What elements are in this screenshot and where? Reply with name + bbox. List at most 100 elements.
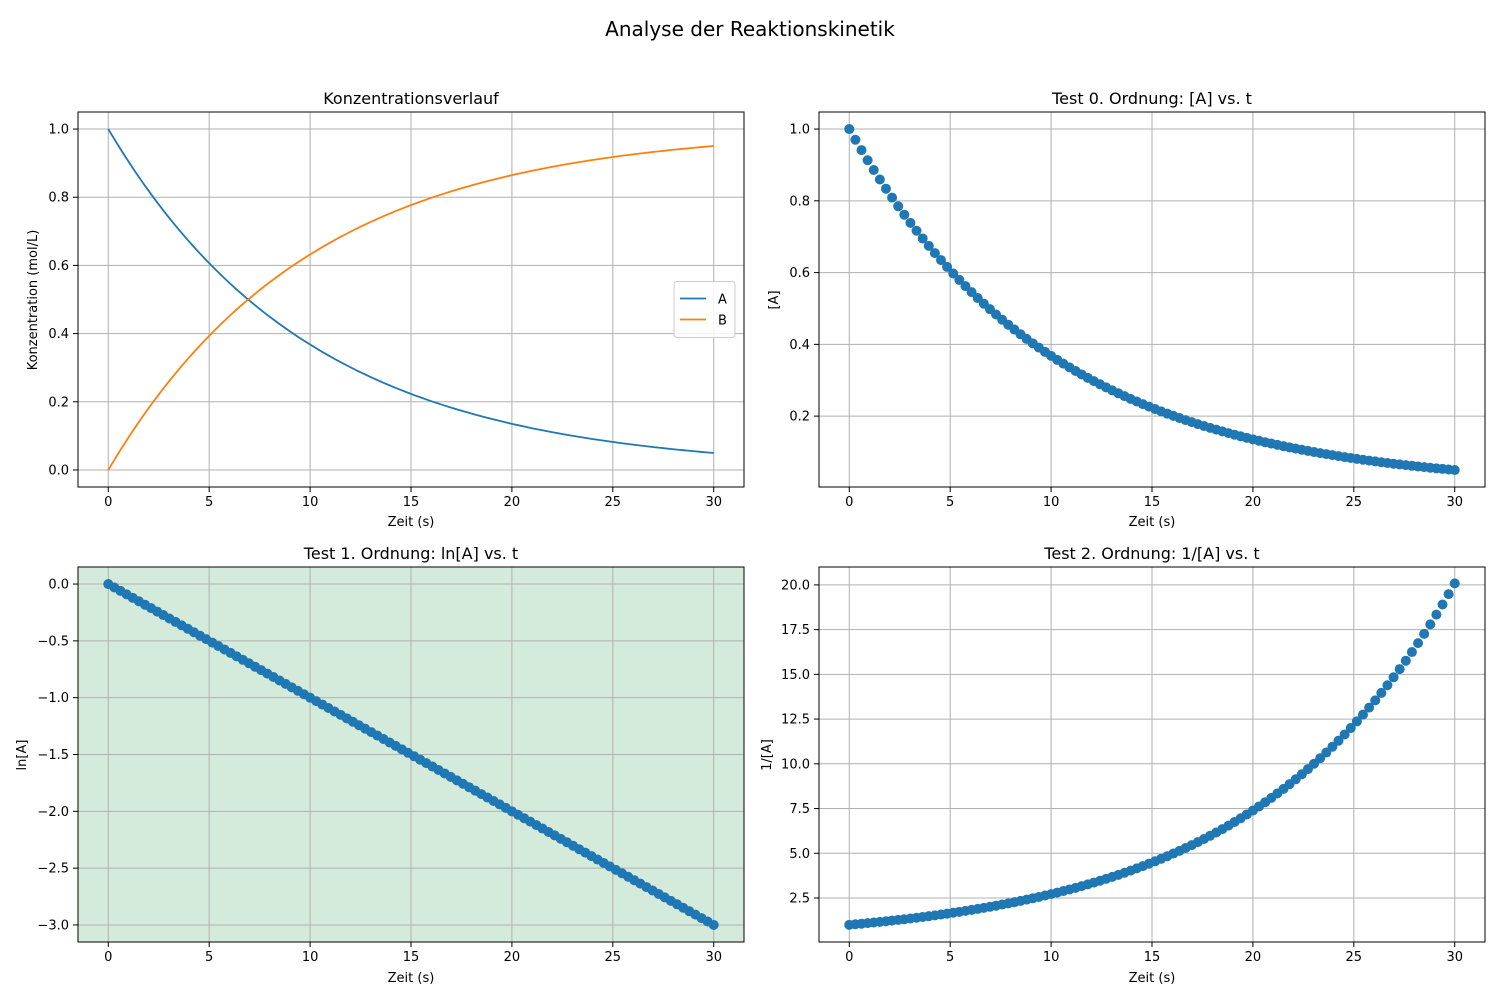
y-tick-label: 0.2 xyxy=(48,395,69,410)
x-tick-label: 15 xyxy=(403,495,420,510)
data-point xyxy=(850,134,861,145)
data-point xyxy=(1364,702,1375,713)
x-tick-label: 30 xyxy=(1446,950,1463,965)
chart-title: Test 1. Ordnung: ln[A] vs. t xyxy=(303,544,518,563)
y-tick-label: 0.4 xyxy=(789,338,810,353)
data-point xyxy=(1339,729,1350,740)
y-tick-label: 0.6 xyxy=(789,266,810,281)
x-tick-label: 20 xyxy=(1245,495,1262,510)
data-point xyxy=(954,274,965,285)
legend-label: A xyxy=(718,293,727,308)
y-tick-label: −0.5 xyxy=(37,634,69,649)
y-tick-label: 17.5 xyxy=(781,623,810,638)
data-point xyxy=(1449,578,1460,589)
x-tick-label: 15 xyxy=(1144,495,1161,510)
data-point xyxy=(1351,716,1362,727)
chart-title: Test 2. Ordnung: 1/[A] vs. t xyxy=(1043,544,1259,563)
y-tick-label: −2.5 xyxy=(37,862,69,877)
data-point xyxy=(942,261,953,272)
y-tick-label: 0.2 xyxy=(789,410,810,425)
data-point xyxy=(1419,628,1430,639)
x-axis-label: Zeit (s) xyxy=(1129,971,1176,986)
y-tick-label: 0.8 xyxy=(789,194,810,209)
x-tick-label: 5 xyxy=(205,495,213,510)
y-tick-label: 12.5 xyxy=(781,713,810,728)
y-axis-label: ln[A] xyxy=(15,740,30,771)
x-tick-label: 5 xyxy=(205,950,213,965)
y-tick-label: 2.5 xyxy=(789,891,810,906)
x-tick-label: 25 xyxy=(1346,495,1363,510)
x-axis-label: Zeit (s) xyxy=(388,971,435,986)
y-tick-label: −3.0 xyxy=(37,918,69,933)
data-point xyxy=(1394,664,1405,675)
x-tick-label: 5 xyxy=(946,495,954,510)
y-tick-label: 5.0 xyxy=(789,847,810,862)
data-point xyxy=(1413,638,1424,649)
panel-ordnung0: 0 5 10 15 20 25 30 0.2 0.4 0.6 0.8 1.0 Test 0. Ordn… xyxy=(767,89,1486,530)
y-tick-label: 1.0 xyxy=(48,123,69,138)
x-tick-label: 10 xyxy=(1043,950,1060,965)
x-tick-label: 5 xyxy=(946,950,954,965)
data-point xyxy=(948,268,959,279)
data-point xyxy=(1376,687,1387,698)
y-tick-label: 0.8 xyxy=(48,191,69,206)
data-point xyxy=(923,240,934,251)
x-tick-label: 0 xyxy=(845,950,853,965)
y-tick-label: 0.0 xyxy=(48,578,69,593)
chart-title: Test 0. Ordnung: [A] vs. t xyxy=(1051,89,1252,108)
legend-box xyxy=(673,281,736,338)
x-axis-label: Zeit (s) xyxy=(388,515,435,530)
data-point xyxy=(929,248,940,259)
y-tick-label: −1.0 xyxy=(37,691,69,706)
y-tick-label: 0.0 xyxy=(48,463,69,478)
x-tick-label: 25 xyxy=(605,950,622,965)
x-tick-label: 10 xyxy=(302,950,319,965)
data-point xyxy=(1400,655,1411,666)
data-point xyxy=(887,192,898,203)
data-point xyxy=(1449,465,1460,476)
data-point xyxy=(1425,619,1436,630)
x-tick-label: 25 xyxy=(605,495,622,510)
y-tick-label: 7.5 xyxy=(789,802,810,817)
y-axis-label: Konzentration (mol/L) xyxy=(26,230,41,371)
data-point xyxy=(1333,735,1344,746)
data-point xyxy=(960,281,971,292)
x-tick-label: 15 xyxy=(1144,950,1161,965)
legend-label: B xyxy=(718,314,727,329)
x-axis-label: Zeit (s) xyxy=(1129,515,1176,530)
x-tick-label: 20 xyxy=(504,950,521,965)
data-point xyxy=(1357,709,1368,720)
data-point xyxy=(1388,672,1399,683)
y-axis-label: [A] xyxy=(767,290,782,309)
x-tick-label: 30 xyxy=(705,495,722,510)
y-tick-label: 0.6 xyxy=(48,259,69,274)
data-point xyxy=(893,201,904,212)
data-point xyxy=(1327,741,1338,752)
legend: AB xyxy=(673,281,736,338)
x-tick-label: 10 xyxy=(1043,495,1060,510)
data-point xyxy=(911,225,922,236)
data-point xyxy=(1443,589,1454,600)
x-tick-label: 20 xyxy=(1245,950,1262,965)
x-tick-label: 20 xyxy=(504,495,521,510)
panel-ordnung1: 0 5 10 15 20 25 300.0−0.5−1.0−1.5−2.0−2.5−3.0 … xyxy=(15,544,745,986)
data-point xyxy=(1345,723,1356,734)
series-line-A xyxy=(107,128,714,454)
y-tick-label: −1.5 xyxy=(37,748,69,763)
data-point xyxy=(899,209,910,220)
x-tick-label: 30 xyxy=(1446,495,1463,510)
data-point xyxy=(936,255,947,266)
data-point xyxy=(1437,599,1448,610)
data-point xyxy=(868,165,879,176)
x-tick-label: 10 xyxy=(302,495,319,510)
x-tick-label: 25 xyxy=(1346,950,1363,965)
x-tick-label: 0 xyxy=(845,495,853,510)
y-tick-label: 10.0 xyxy=(781,757,810,772)
y-tick-label: 15.0 xyxy=(781,668,810,683)
data-point xyxy=(862,155,873,166)
x-tick-label: 0 xyxy=(104,495,112,510)
data-point xyxy=(1406,647,1417,658)
data-point xyxy=(1382,680,1393,691)
series-line-B xyxy=(107,145,714,471)
